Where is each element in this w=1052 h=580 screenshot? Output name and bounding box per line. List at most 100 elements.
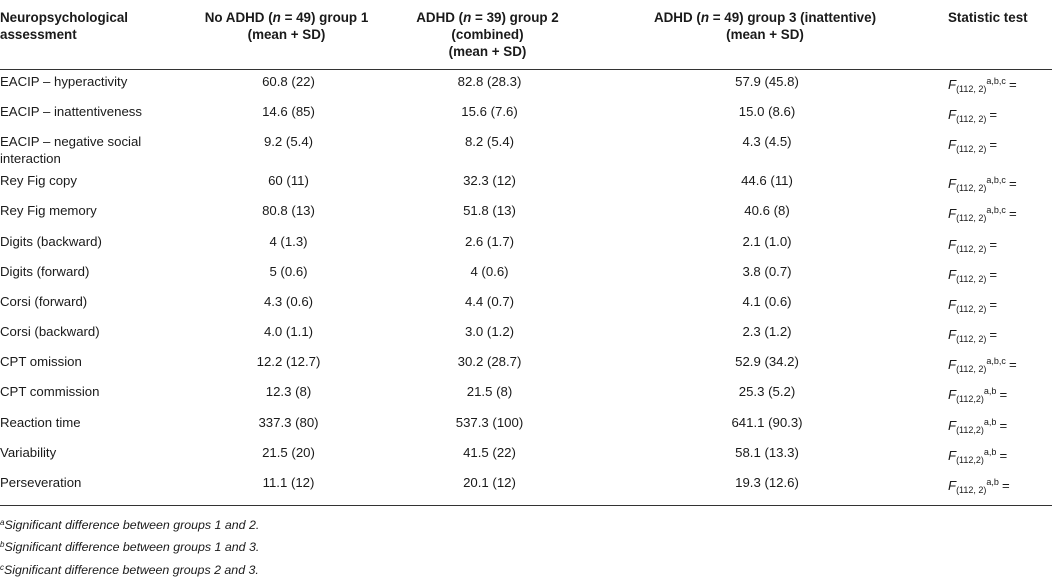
neuropsychological-results-table: Neuropsychological assessment No ADHD (n… <box>0 0 1052 506</box>
f-degrees-of-freedom: (112, 2) <box>956 485 987 496</box>
f-degrees-of-freedom: (112,2) <box>956 454 984 465</box>
f-statistic: F(112, 2) = <box>948 236 998 254</box>
table-row: EACIP – negative social interaction 9.2 (… <box>0 130 1052 169</box>
statistic-test-cell: F(112, 2) = <box>942 321 1052 351</box>
f-statistic: F(112, 2)a,b = <box>948 477 1010 496</box>
group-1-value: 12.3 (8) <box>265 384 312 400</box>
group-2-value: 82.8 (28.3) <box>457 73 522 89</box>
header-group-3-line-b: = 49) group 3 (inattentive) <box>709 10 877 25</box>
group-1-value: 14.6 (85) <box>262 103 315 119</box>
f-statistic: F(112, 2)a,b,c = <box>948 205 1017 223</box>
equals-sign: = <box>1001 478 1010 494</box>
group-1-value: 60.8 (22) <box>262 73 315 89</box>
f-degrees-of-freedom: (112, 2) <box>956 364 987 375</box>
group-2-value: 32.3 (12) <box>463 173 516 189</box>
f-symbol: F <box>948 206 957 222</box>
group-2-value: 3.0 (1.2) <box>464 324 515 340</box>
table-row: Rey Fig memory 80.8 (13) 51.8 (13) 40.6 (8)… <box>0 200 1052 230</box>
statistic-test-cell: F(112, 2)a,b,c = <box>942 351 1052 381</box>
table-row: Reaction time 337.3 (80) 537.3 (100) 641.1 … <box>0 411 1052 441</box>
equals-sign: = <box>999 447 1008 463</box>
significance-marks: a,b <box>983 446 997 457</box>
group-3-value: 58.1 (13.3) <box>735 444 799 460</box>
equals-sign: = <box>1008 357 1017 373</box>
row-label: EACIP – negative social interaction <box>0 133 142 166</box>
statistic-test-cell: F(112, 2)a,b,c = <box>942 70 1052 101</box>
group-3-value: 52.9 (34.2) <box>735 354 799 370</box>
header-group-1-n: n <box>272 10 281 25</box>
header-group-3-line-a: ADHD ( <box>653 10 701 25</box>
table-row: Rey Fig copy 60 (11) 32.3 (12) 44.6 (11) F(1… <box>0 170 1052 200</box>
header-group-1-line-a: No ADHD ( <box>204 10 273 25</box>
group-2-value: 41.5 (22) <box>463 444 516 460</box>
f-symbol: F <box>948 447 957 463</box>
f-symbol: F <box>948 236 957 252</box>
statistic-test-cell: F(112, 2)a,b,c = <box>942 170 1052 200</box>
f-degrees-of-freedom: (112, 2) <box>956 273 987 284</box>
statistic-test-cell: F(112,2)a,b = <box>942 411 1052 441</box>
table-bottom-rule <box>0 505 1052 507</box>
row-label: Corsi (backward) <box>0 324 100 340</box>
group-1-value: 337.3 (80) <box>258 414 319 430</box>
f-symbol: F <box>948 266 957 282</box>
group-1-value: 21.5 (20) <box>262 444 315 460</box>
statistic-test-cell: F(112, 2) = <box>942 100 1052 130</box>
header-group-2-n: n <box>463 10 472 25</box>
equals-sign: = <box>989 266 998 282</box>
group-2-value: 537.3 (100) <box>455 414 524 430</box>
group-2-value: 15.6 (7.6) <box>461 103 518 119</box>
group-2-value: 8.2 (5.4) <box>464 133 515 149</box>
f-symbol: F <box>948 76 957 92</box>
header-group-1-line-b: = 49) group 1 <box>280 10 369 25</box>
table-row: Digits (backward) 4 (1.3) 2.6 (1.7) 2.1 (1.… <box>0 230 1052 260</box>
group-1-value: 12.2 (12.7) <box>256 354 321 370</box>
f-degrees-of-freedom: (112, 2) <box>956 334 987 345</box>
row-label: CPT commission <box>0 384 100 400</box>
table-row: Corsi (backward) 4.0 (1.1) 3.0 (1.2) 2.3 (1… <box>0 321 1052 351</box>
header-group-3-n: n <box>700 10 709 25</box>
significance-marks: a,b,c <box>986 75 1006 86</box>
header-statistic-test: Statistic test <box>942 0 1052 70</box>
table-body: EACIP – hyperactivity 60.8 (22) 82.8 (28.3… <box>0 70 1052 506</box>
footnote-text: Significant difference between groups 2 … <box>4 562 259 577</box>
f-symbol: F <box>948 136 957 152</box>
group-3-value: 4.1 (0.6) <box>742 293 792 309</box>
f-degrees-of-freedom: (112, 2) <box>956 243 987 254</box>
table-footnotes: aSignificant difference between groups 1… <box>0 513 1052 580</box>
group-1-value: 4.0 (1.1) <box>263 324 314 340</box>
f-symbol: F <box>948 478 957 494</box>
row-label: EACIP – inattentiveness <box>0 103 142 119</box>
significance-marks: a,b <box>983 386 997 397</box>
footnote: aSignificant difference between groups 1… <box>0 513 1052 535</box>
table-row: Variability 21.5 (20) 41.5 (22) 58.1 (13.3)… <box>0 441 1052 471</box>
statistic-test-cell: F(112,2)a,b = <box>942 441 1052 471</box>
f-statistic: F(112, 2) = <box>948 296 998 314</box>
significance-marks: a,b,c <box>986 356 1006 367</box>
group-1-value: 11.1 (12) <box>262 475 315 491</box>
equals-sign: = <box>999 417 1008 433</box>
equals-sign: = <box>989 136 998 152</box>
equals-sign: = <box>989 236 998 252</box>
statistic-test-cell: F(112, 2) = <box>942 290 1052 320</box>
significance-marks: a,b,c <box>986 205 1006 216</box>
group-2-value: 4.4 (0.7) <box>464 293 515 309</box>
f-statistic: F(112,2)a,b = <box>948 446 1008 465</box>
statistic-test-cell: F(112, 2)a,b = <box>942 471 1052 505</box>
header-group-1: No ADHD (n = 49) group 1 (mean + SD) <box>190 0 387 70</box>
row-label: Variability <box>0 444 57 460</box>
header-assessment: Neuropsychological assessment <box>0 0 190 70</box>
significance-marks: a,b <box>983 416 997 427</box>
f-symbol: F <box>948 176 957 192</box>
equals-sign: = <box>1008 76 1017 92</box>
f-degrees-of-freedom: (112, 2) <box>956 183 987 194</box>
table-row: Perseveration 11.1 (12) 20.1 (12) 19.3 (12.… <box>0 471 1052 505</box>
group-2-value: 2.6 (1.7) <box>464 233 515 249</box>
equals-sign: = <box>989 296 998 312</box>
footnote: cSignificant difference between groups 2… <box>0 558 1052 580</box>
table-row: EACIP – inattentiveness 14.6 (85) 15.6 (7.… <box>0 100 1052 130</box>
f-statistic: F(112, 2) = <box>948 107 997 124</box>
table-header-row: Neuropsychological assessment No ADHD (n… <box>0 0 1052 70</box>
row-label: CPT omission <box>0 354 82 370</box>
table-row: Corsi (forward) 4.3 (0.6) 4.4 (0.7) 4.1 (0.… <box>0 290 1052 320</box>
row-label: Digits (backward) <box>0 233 102 249</box>
